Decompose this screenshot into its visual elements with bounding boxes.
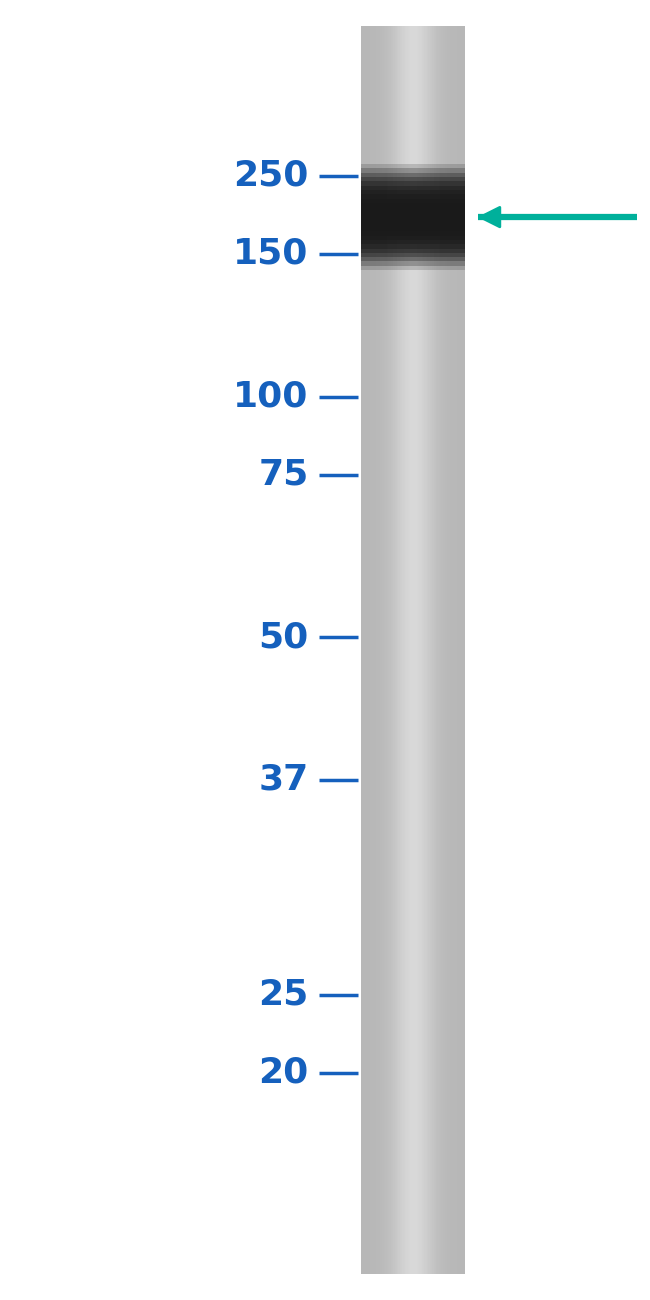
Bar (435, 26, 436, 1274)
Bar (414, 26, 415, 1274)
Bar (391, 26, 392, 1274)
Bar (361, 173, 465, 261)
Bar (434, 26, 435, 1274)
Bar (361, 186, 465, 248)
Bar (363, 26, 365, 1274)
Bar (362, 26, 363, 1274)
Bar (384, 26, 385, 1274)
Bar (385, 26, 387, 1274)
Bar (456, 26, 457, 1274)
Bar (454, 26, 456, 1274)
Bar (361, 194, 465, 240)
Bar (388, 26, 389, 1274)
Bar (365, 26, 366, 1274)
Bar (400, 26, 401, 1274)
Text: 20: 20 (259, 1056, 309, 1089)
Bar (422, 26, 423, 1274)
Bar (436, 26, 437, 1274)
Bar (460, 26, 461, 1274)
Bar (444, 26, 445, 1274)
Bar (445, 26, 447, 1274)
Bar (439, 26, 440, 1274)
Bar (401, 26, 402, 1274)
Bar (382, 26, 383, 1274)
Bar (463, 26, 465, 1274)
Bar (369, 26, 370, 1274)
Bar (378, 26, 379, 1274)
Bar (457, 26, 458, 1274)
Bar (426, 26, 427, 1274)
Bar (410, 26, 411, 1274)
Bar (361, 199, 465, 235)
Bar (387, 26, 388, 1274)
Bar (461, 26, 462, 1274)
Bar (447, 26, 448, 1274)
Bar (418, 26, 419, 1274)
Bar (427, 26, 428, 1274)
Bar (458, 26, 460, 1274)
Bar (453, 26, 454, 1274)
Bar (424, 26, 426, 1274)
Text: 50: 50 (259, 620, 309, 654)
Bar (431, 26, 432, 1274)
Bar (389, 26, 391, 1274)
Bar (361, 177, 465, 257)
Bar (452, 26, 453, 1274)
Bar (395, 26, 396, 1274)
Bar (383, 26, 384, 1274)
Bar (450, 26, 452, 1274)
Bar (448, 26, 449, 1274)
Bar (415, 26, 417, 1274)
Bar (397, 26, 398, 1274)
Bar (428, 26, 430, 1274)
Bar (405, 26, 406, 1274)
Bar (379, 26, 380, 1274)
Bar (367, 26, 369, 1274)
Bar (421, 26, 422, 1274)
Bar (449, 26, 450, 1274)
Bar (396, 26, 397, 1274)
Bar (441, 26, 443, 1274)
Bar (443, 26, 444, 1274)
Bar (361, 190, 465, 244)
Bar (430, 26, 431, 1274)
Bar (419, 26, 421, 1274)
Text: 75: 75 (259, 458, 309, 491)
Bar (440, 26, 441, 1274)
Bar (374, 26, 375, 1274)
Bar (462, 26, 463, 1274)
Bar (402, 26, 404, 1274)
Bar (371, 26, 372, 1274)
Text: 25: 25 (259, 978, 309, 1011)
Bar (380, 26, 382, 1274)
Bar (361, 26, 362, 1274)
Bar (423, 26, 424, 1274)
Bar (372, 26, 374, 1274)
Text: 37: 37 (259, 763, 309, 797)
Bar (366, 26, 367, 1274)
Text: 150: 150 (233, 237, 309, 270)
Bar (361, 181, 465, 252)
Bar (361, 169, 465, 265)
Text: 100: 100 (233, 380, 309, 413)
Bar (361, 164, 465, 270)
Bar (417, 26, 418, 1274)
Bar (411, 26, 413, 1274)
Bar (404, 26, 405, 1274)
Bar (409, 26, 410, 1274)
Bar (361, 203, 465, 231)
Bar (370, 26, 371, 1274)
Bar (432, 26, 434, 1274)
Bar (406, 26, 408, 1274)
Text: 250: 250 (233, 159, 309, 192)
Bar (437, 26, 439, 1274)
Bar (413, 26, 414, 1274)
Bar (408, 26, 409, 1274)
Bar (361, 160, 465, 274)
Bar (375, 26, 376, 1274)
Bar (398, 26, 400, 1274)
Bar (376, 26, 378, 1274)
Bar (392, 26, 393, 1274)
Bar (393, 26, 395, 1274)
